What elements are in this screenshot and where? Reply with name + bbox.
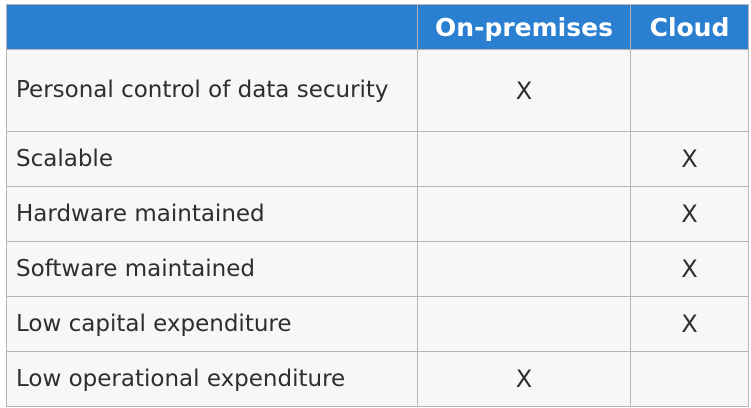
comparison-table: On-premises Cloud Personal control of da… bbox=[6, 4, 749, 407]
header-cloud: Cloud bbox=[630, 4, 749, 50]
header-feature-cell bbox=[6, 4, 418, 50]
table-row: Low capital expenditure X bbox=[6, 296, 749, 352]
on-premises-mark bbox=[417, 186, 631, 242]
table-row: Low operational expenditure X bbox=[6, 351, 749, 407]
cloud-mark: X bbox=[630, 186, 749, 242]
on-premises-mark bbox=[417, 296, 631, 352]
header-row: On-premises Cloud bbox=[6, 4, 749, 50]
on-premises-mark bbox=[417, 131, 631, 187]
feature-cell: Scalable bbox=[6, 131, 418, 187]
on-premises-mark: X bbox=[417, 49, 631, 132]
feature-cell: Low capital expenditure bbox=[6, 296, 418, 352]
table-row: Hardware maintained X bbox=[6, 186, 749, 242]
table-row: Software maintained X bbox=[6, 241, 749, 297]
feature-cell: Software maintained bbox=[6, 241, 418, 297]
cloud-mark: X bbox=[630, 131, 749, 187]
cloud-mark: X bbox=[630, 241, 749, 297]
on-premises-mark: X bbox=[417, 351, 631, 407]
header-on-premises: On-premises bbox=[417, 4, 631, 50]
table-row: Personal control of data security X bbox=[6, 49, 749, 132]
feature-cell: Personal control of data security bbox=[6, 49, 418, 132]
feature-cell: Hardware maintained bbox=[6, 186, 418, 242]
on-premises-mark bbox=[417, 241, 631, 297]
cloud-mark: X bbox=[630, 296, 749, 352]
table-row: Scalable X bbox=[6, 131, 749, 187]
cloud-mark bbox=[630, 49, 749, 132]
cloud-mark bbox=[630, 351, 749, 407]
feature-cell: Low operational expenditure bbox=[6, 351, 418, 407]
